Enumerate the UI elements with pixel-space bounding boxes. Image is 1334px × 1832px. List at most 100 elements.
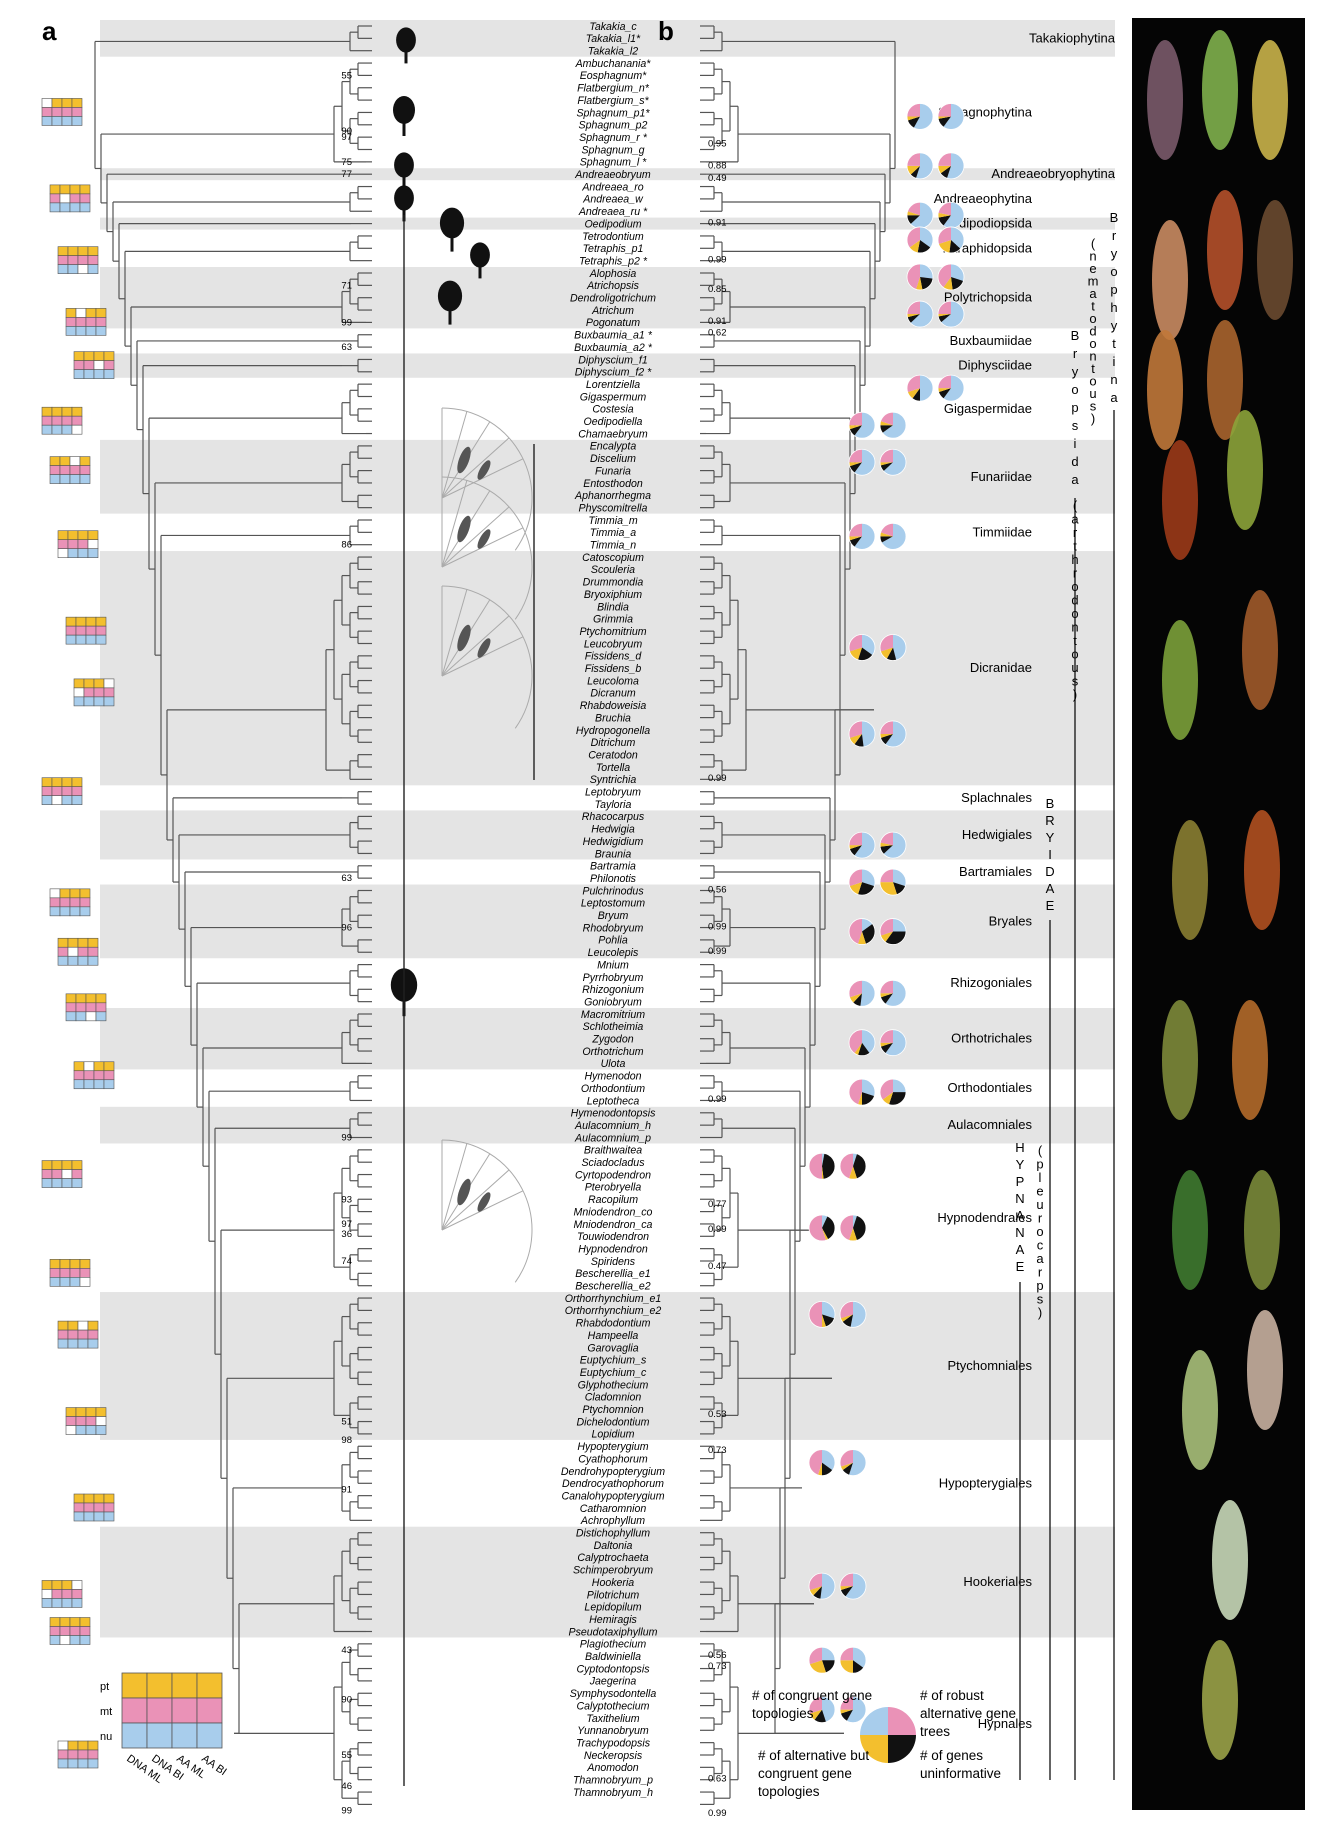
- support-value-b: 0.56: [708, 884, 727, 895]
- capsule-seta: [448, 309, 452, 325]
- pie-slice: [880, 532, 893, 537]
- vertical-letter: Y: [1016, 1157, 1025, 1172]
- pie-outline: [906, 226, 934, 254]
- pie-slice: [853, 1153, 858, 1167]
- pie-slice: [840, 1696, 853, 1710]
- support-value-a: 93: [341, 1194, 352, 1205]
- grid-cell: [71, 424, 83, 435]
- pie-slice: [938, 239, 951, 253]
- taxon-label: Timmia_a: [590, 527, 637, 539]
- clade-band: [100, 20, 1115, 57]
- taxon-label: Braithwaitea: [584, 1145, 642, 1157]
- grid-cell: [83, 696, 95, 707]
- grid-cell: [69, 202, 81, 213]
- legend-line: # of congruent gene: [752, 1688, 872, 1703]
- grid-cell: [59, 193, 71, 204]
- fan-arc: [441, 407, 533, 551]
- grid-cell: [103, 1079, 115, 1090]
- pie-chart: [879, 831, 907, 859]
- vertical-letter: d: [1071, 454, 1078, 469]
- taxon-label: Sphagnum_g: [581, 144, 644, 156]
- grid-cell: [87, 1749, 99, 1760]
- taxon-label: Schimperobryum: [573, 1565, 653, 1577]
- grid-cell: [57, 937, 69, 948]
- pie-outline: [879, 979, 907, 1007]
- vertical-labels: Bryophytina(nematodontous)Bryopsida(arth…: [1015, 210, 1118, 1780]
- taxon-label: Diphyscium_f2 *: [575, 367, 652, 379]
- pie-slice: [880, 845, 893, 854]
- clade-shading-bands: [100, 20, 1115, 1638]
- pie-slice: [845, 1573, 867, 1600]
- taxon-label: Hydropogonella: [576, 725, 650, 737]
- vertical-letter: s: [1037, 1292, 1044, 1307]
- vertical-letter: p: [1036, 1157, 1043, 1172]
- pie-outline: [937, 103, 965, 130]
- vertical-letter: o: [1089, 374, 1096, 389]
- grid-legend-cell: [171, 1697, 198, 1724]
- taxon-label: Thamnobryum_h: [573, 1787, 653, 1799]
- vertical-letter: r: [1038, 1265, 1043, 1280]
- pie-chart: [906, 226, 934, 254]
- grid-cell: [49, 1259, 61, 1269]
- clade-label: Splachnales: [961, 790, 1032, 805]
- grid-cell: [59, 1617, 71, 1627]
- moss-photo-shape: [1162, 620, 1198, 740]
- pie-chart: [839, 1449, 867, 1476]
- taxon-label: Ambuchanania*: [575, 58, 652, 70]
- pie-chart: [879, 1078, 907, 1106]
- grid-cell: [95, 308, 107, 318]
- grid-cell: [71, 1169, 83, 1179]
- grid-cell: [75, 326, 87, 336]
- pie-slice: [880, 462, 893, 466]
- grid-cell: [71, 1589, 83, 1599]
- pie-slice: [920, 226, 933, 248]
- congruence-grid: [65, 616, 107, 645]
- grid-cell: [103, 1511, 115, 1522]
- pie-slice: [853, 1647, 867, 1668]
- grid-cell: [103, 1070, 115, 1081]
- pie-slice: [940, 165, 951, 179]
- pie-chart: [879, 868, 907, 896]
- capsule-body: [394, 152, 414, 178]
- pie-slice: [882, 412, 906, 439]
- pie-slice: [907, 301, 920, 315]
- pie-slice: [854, 733, 864, 747]
- pie-slice: [907, 226, 920, 248]
- grid-cell: [61, 107, 73, 117]
- pie-slice: [880, 993, 893, 998]
- taxon-label: Canalohypopterygium: [561, 1490, 664, 1502]
- support-value-b: 0.99: [708, 921, 727, 932]
- grid-cell: [69, 897, 81, 908]
- support-value-a: 96: [341, 923, 352, 934]
- grid-cell: [79, 1635, 91, 1645]
- grid-cell: [71, 1598, 83, 1608]
- pie-outline: [906, 300, 934, 328]
- vertical-letter: P: [1016, 1174, 1025, 1189]
- grid-cell: [65, 625, 77, 636]
- grid-cell: [51, 795, 63, 806]
- vertical-letter: t: [1073, 633, 1077, 648]
- pie-slice: [853, 1660, 864, 1674]
- capsule-body: [439, 207, 465, 239]
- pie-slice: [880, 425, 893, 433]
- pie-slice: [880, 832, 893, 846]
- taxon-label: Discelium: [590, 453, 636, 465]
- tree-b: [700, 25, 896, 1806]
- legend-pie-slice: [888, 1707, 916, 1735]
- support-value-a: 91: [341, 1484, 352, 1495]
- legend-pie: [860, 1707, 916, 1763]
- pie-slice: [849, 536, 862, 541]
- vertical-letter: B: [1071, 328, 1080, 343]
- vertical-letter: A: [1016, 1242, 1025, 1257]
- pie-chart: [937, 300, 965, 328]
- grid-cell: [71, 1178, 83, 1188]
- pie-slice: [822, 1166, 824, 1180]
- pie-slice: [938, 212, 951, 218]
- clade-band: [100, 1106, 1115, 1144]
- pie-slice: [883, 832, 906, 859]
- pie-slice: [881, 523, 906, 550]
- pie-slice: [938, 116, 951, 127]
- clade-label: Hookeriales: [963, 1574, 1032, 1589]
- taxon-label: Leptotheca: [587, 1095, 640, 1107]
- grid-cell: [59, 888, 71, 899]
